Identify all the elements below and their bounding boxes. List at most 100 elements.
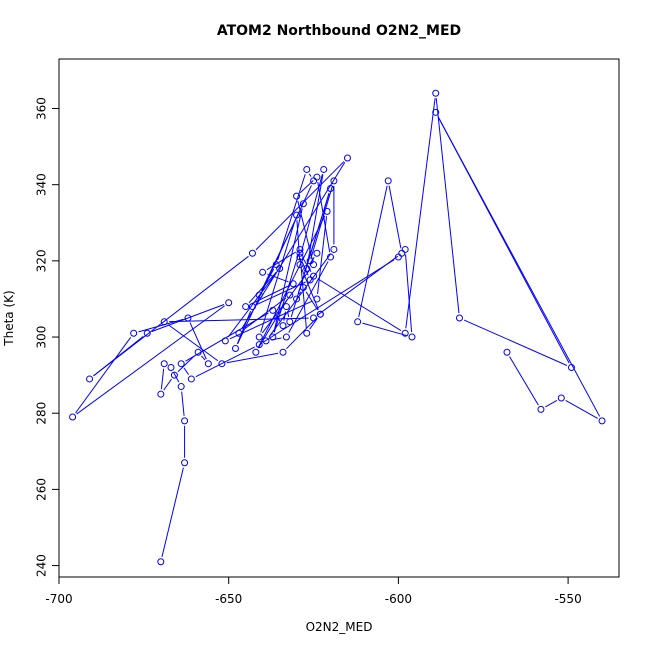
data-point	[408, 333, 416, 341]
data-point	[327, 185, 335, 192]
data-point	[313, 173, 321, 181]
series-line-segment	[266, 251, 296, 271]
series-line-segment	[286, 317, 318, 350]
series-line-segment	[177, 355, 195, 373]
data-point	[327, 253, 335, 261]
data-point	[537, 405, 545, 413]
data-point	[503, 348, 511, 356]
series-line-segment	[227, 272, 278, 338]
data-point	[384, 177, 392, 185]
data-point	[354, 318, 362, 326]
data-point	[157, 558, 165, 566]
data-point	[289, 280, 297, 288]
data-point	[69, 413, 77, 421]
y-tick-label: 240	[35, 554, 49, 577]
x-tick-label: -650	[215, 592, 242, 606]
series-line-segment	[565, 399, 598, 419]
series-line-segment	[317, 216, 328, 295]
plot-frame	[58, 58, 620, 578]
data-point	[299, 284, 307, 292]
data-point	[432, 108, 440, 116]
data-point	[262, 337, 270, 345]
data-point	[181, 417, 189, 425]
series-points	[69, 89, 606, 566]
data-point	[343, 154, 351, 162]
series-line-segment	[296, 220, 301, 260]
series-line-segment	[358, 185, 388, 318]
series-line-segment	[201, 355, 206, 361]
data-point	[167, 364, 175, 372]
data-point	[269, 306, 277, 314]
data-point	[143, 329, 151, 337]
data-point	[286, 318, 294, 326]
series-line-segment	[435, 98, 460, 314]
data-point	[323, 207, 331, 215]
data-point	[279, 348, 287, 356]
series-line-segment	[509, 356, 539, 406]
series-line-segment	[288, 261, 329, 333]
data-point	[401, 245, 409, 253]
data-point	[248, 303, 256, 311]
data-point	[86, 375, 94, 383]
data-point	[160, 360, 168, 368]
data-point	[293, 211, 301, 219]
data-point	[296, 245, 304, 253]
series-line-segment	[263, 259, 395, 343]
data-point	[221, 337, 229, 345]
series-line-segment	[405, 98, 436, 329]
data-point	[170, 371, 178, 379]
series-line-segment	[75, 336, 132, 414]
series-line-segment	[167, 324, 219, 362]
data-point	[187, 375, 195, 383]
data-point	[181, 459, 189, 467]
series-line-segment	[161, 467, 184, 558]
series-line-segment	[309, 257, 315, 265]
series-line-segment	[151, 304, 225, 332]
series-line-segment	[405, 254, 413, 333]
data-point	[130, 329, 138, 337]
data-point	[296, 253, 304, 261]
series-line-segment	[388, 185, 402, 249]
series-line-segment	[181, 391, 185, 416]
data-point	[272, 261, 280, 269]
series-line-segment	[437, 116, 601, 417]
series-line-segment	[93, 255, 249, 377]
series-line-segment	[163, 378, 172, 391]
data-point	[160, 318, 168, 326]
series-line-segment	[305, 291, 319, 311]
data-point	[282, 303, 290, 311]
data-point	[269, 333, 277, 341]
data-point	[310, 272, 318, 280]
data-point	[310, 261, 318, 269]
data-point	[282, 333, 290, 341]
series-line-segment	[308, 173, 312, 177]
data-point	[235, 329, 243, 337]
series-line-segment	[267, 273, 289, 283]
data-point	[204, 360, 212, 368]
data-point	[242, 303, 250, 311]
data-point	[303, 329, 311, 337]
data-point	[310, 314, 318, 322]
data-point	[218, 360, 226, 368]
data-point	[330, 245, 338, 253]
chart-title: ATOM2 Northbound O2N2_MED	[217, 23, 461, 39]
series-line-segment	[277, 174, 306, 261]
data-point	[293, 295, 301, 303]
data-point	[432, 89, 440, 97]
y-tick-label: 320	[35, 249, 49, 272]
y-tick-label: 340	[35, 173, 49, 196]
data-point	[303, 264, 311, 272]
series-line-segment	[298, 291, 302, 295]
data-point	[299, 200, 307, 208]
y-tick-label: 360	[35, 97, 49, 120]
data-point	[320, 165, 328, 173]
series-line-segment	[226, 352, 279, 364]
data-point	[279, 322, 287, 330]
data-point	[401, 329, 409, 337]
data-point	[248, 249, 256, 257]
series-line-segment	[283, 311, 287, 321]
series-line-segment	[185, 312, 269, 362]
data-point	[296, 249, 304, 257]
series-line-segment	[255, 161, 345, 251]
data-point	[194, 348, 202, 356]
